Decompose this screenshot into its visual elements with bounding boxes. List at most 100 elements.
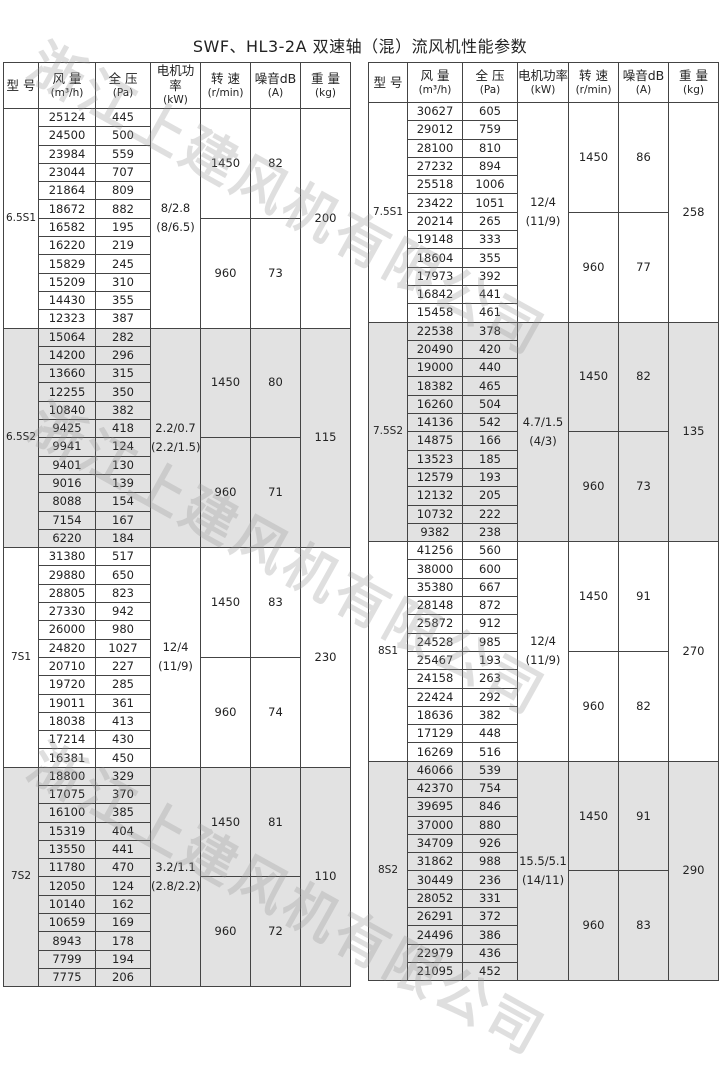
table-row: 24528 985 <box>369 632 719 652</box>
table-row: 17075 370 <box>4 784 351 805</box>
header-motor-power: 电机功率 (kW) <box>517 62 569 103</box>
table-row: 24158 263 <box>369 669 719 689</box>
noise-cell: 86 <box>618 102 669 213</box>
pressure-cell: 162 <box>95 894 151 915</box>
pressure-cell: 292 <box>462 687 518 707</box>
airflow-cell: 16582 <box>38 217 96 238</box>
weight-cell: 110 <box>300 766 351 988</box>
airflow-cell: 24496 <box>407 925 463 945</box>
airflow-cell: 7799 <box>38 949 96 969</box>
table-row: 20214 265 960 77 <box>369 211 719 323</box>
header-pressure: 全 压 (Pa) <box>462 62 518 103</box>
header-label: 电机功率 <box>518 67 569 83</box>
pressure-cell: 667 <box>462 577 518 598</box>
table-row: 29880 650 <box>4 565 351 585</box>
pressure-cell: 193 <box>462 650 518 671</box>
pressure-cell: 236 <box>462 870 518 890</box>
motor-power-value: 12/4 <box>162 640 189 655</box>
header-label: 重 量 <box>311 70 340 86</box>
airflow-cell: 16220 <box>38 236 96 256</box>
weight-cell: 200 <box>300 108 351 329</box>
table-row: 42370 754 <box>369 778 719 799</box>
motor-power-value: 4.7/1.5 <box>522 414 564 429</box>
airflow-cell: 9425 <box>38 419 96 439</box>
pressure-cell: 350 <box>95 382 151 402</box>
pressure-cell: 386 <box>462 925 518 945</box>
pressure-cell: 238 <box>462 522 518 543</box>
table-row: 18636 382 <box>369 705 719 726</box>
table-row: 30449 236 960 83 <box>369 870 719 982</box>
header-weight: 重 量 (kg) <box>300 62 351 109</box>
speed-cell: 1450 <box>200 108 251 219</box>
airflow-cell: 9382 <box>407 522 463 543</box>
header-unit: (kg) <box>683 83 704 96</box>
airflow-cell: 11780 <box>38 858 96 878</box>
airflow-cell: 28805 <box>38 583 96 604</box>
header-speed: 转 速 (r/min) <box>200 62 251 109</box>
airflow-cell: 24158 <box>407 669 463 689</box>
table-row: 8S1 41256 560 12/4 (11/9) 1450 91 270 <box>368 541 719 762</box>
speed-cell: 1450 <box>200 327 251 439</box>
pressure-cell: 872 <box>462 596 518 616</box>
airflow-cell: 22424 <box>407 687 463 707</box>
pressure-cell: 1006 <box>462 175 518 195</box>
pressure-cell: 194 <box>95 949 151 969</box>
pressure-cell: 227 <box>95 656 151 677</box>
motor-power-alt: (8/6.5) <box>156 220 195 235</box>
header-unit: (r/min) <box>575 83 612 96</box>
pressure-cell: 809 <box>95 181 151 201</box>
table-row: 16100 385 <box>4 803 351 823</box>
motor-power-cell: 12/4 (11/9) <box>517 541 569 762</box>
table-row: 6.5S1 25124 445 8/2.8 (8/6.5) 1450 82 200 <box>3 107 351 329</box>
airflow-cell: 9016 <box>38 473 96 494</box>
pressure-cell: 245 <box>95 254 151 274</box>
pressure-cell: 559 <box>95 144 151 164</box>
model-cell: 7S1 <box>3 547 39 768</box>
airflow-cell: 19148 <box>407 230 463 250</box>
header-unit: (r/min) <box>207 86 244 99</box>
table-row: 26291 372 <box>369 907 719 927</box>
airflow-cell: 27330 <box>38 602 96 622</box>
pressure-cell: 285 <box>95 675 151 695</box>
speed-cell: 960 <box>568 870 619 982</box>
speed-cell: 1450 <box>200 766 251 878</box>
model-cell: 7.5S1 <box>368 102 408 323</box>
table-row: 15458 461 <box>369 303 719 323</box>
table-row: 7S1 31380 517 12/4 (11/9) 1450 83 230 <box>3 547 351 768</box>
airflow-cell: 8943 <box>38 931 96 951</box>
motor-power-cell: 3.2/1.1 (2.8/2.2) <box>150 766 201 988</box>
pressure-cell: 315 <box>95 364 151 384</box>
airflow-cell: 15829 <box>38 254 96 274</box>
airflow-cell: 13523 <box>407 449 463 469</box>
model-cell: 8S2 <box>368 760 408 982</box>
table-row: 28805 823 <box>4 583 351 604</box>
noise-cell: 72 <box>250 876 301 988</box>
motor-power-cell: 12/4 (11/9) <box>517 102 569 323</box>
pressure-cell: 516 <box>462 742 518 762</box>
header-model: 型 号 <box>3 62 39 109</box>
table-row: 9941 124 960 71 <box>4 437 351 549</box>
table-row: 10140 162 <box>4 894 351 915</box>
header-airflow: 风 量 (m³/h) <box>38 62 96 109</box>
noise-cell: 82 <box>250 108 301 219</box>
pressure-cell: 263 <box>462 669 518 689</box>
airflow-cell: 16100 <box>38 803 96 823</box>
airflow-cell: 15064 <box>38 327 96 347</box>
table-row: 17214 430 <box>4 730 351 750</box>
table-row: 39695 846 <box>369 797 719 817</box>
table-row: 13660 315 <box>4 364 351 384</box>
table-row: 16260 504 <box>369 394 719 415</box>
page-title: SWF、HL3-2A 双速轴（混）流风机性能参数 <box>192 37 528 56</box>
header-unit: (Pa) <box>112 86 134 99</box>
noise-cell: 73 <box>250 217 301 329</box>
motor-power-alt: (2.2/1.5) <box>151 439 201 454</box>
airflow-cell: 31862 <box>407 852 463 872</box>
airflow-cell: 38000 <box>407 559 463 579</box>
table-row: 15209 310 <box>4 272 351 292</box>
header-label: 噪音dB <box>622 67 665 83</box>
model-cell: 8S1 <box>368 541 408 762</box>
pressure-cell: 542 <box>462 413 518 433</box>
airflow-cell: 18636 <box>407 705 463 726</box>
table-row: 24500 500 <box>4 126 351 146</box>
pressure-cell: 378 <box>462 321 518 341</box>
